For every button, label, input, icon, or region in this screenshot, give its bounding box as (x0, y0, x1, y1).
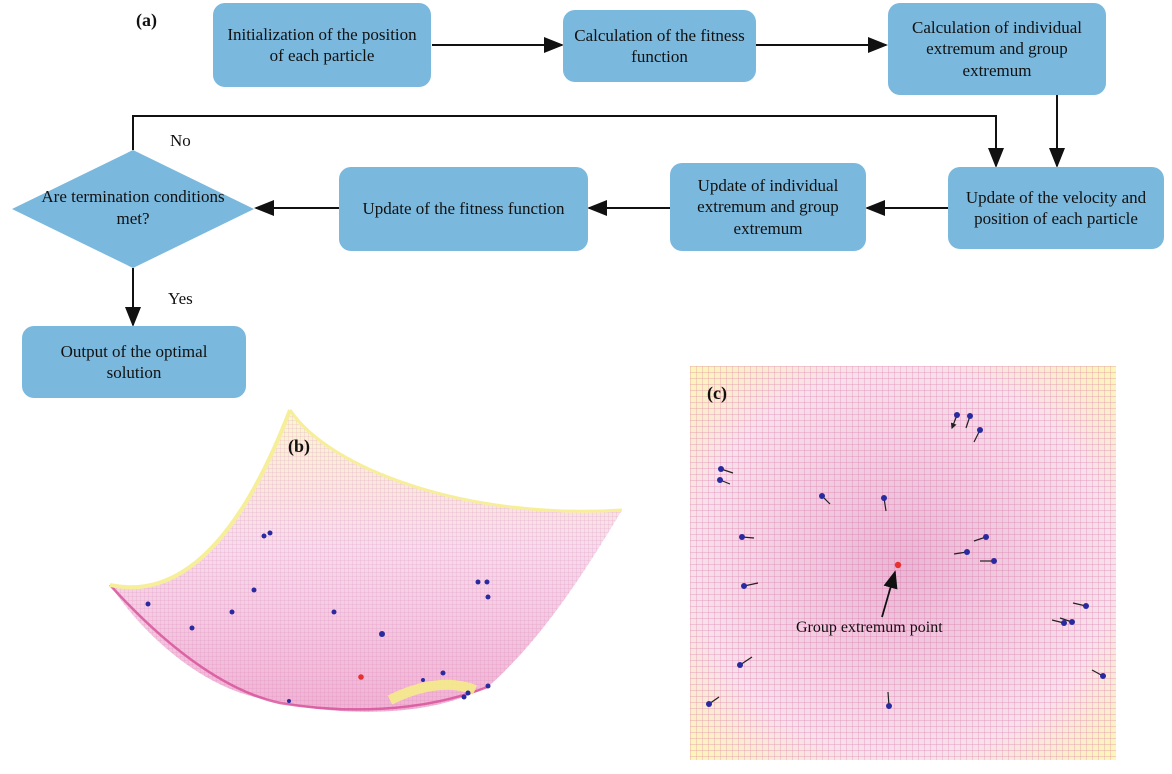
particle-c12 (741, 583, 747, 589)
particle-b3 (251, 587, 257, 593)
particle-c8 (739, 534, 745, 540)
best-particle-c (894, 561, 902, 569)
particle-c11 (991, 558, 997, 564)
label-no: No (170, 131, 191, 150)
particle-b2 (267, 530, 273, 536)
particle-c5 (717, 477, 723, 483)
particle-c18 (886, 703, 892, 709)
label-yes: Yes (168, 289, 193, 308)
particle-b11 (485, 594, 491, 600)
particle-c17 (1100, 673, 1106, 679)
surface-inner-fold (387, 679, 477, 705)
particle-b1 (261, 533, 267, 539)
particle-c9 (983, 534, 989, 540)
grid-lines (690, 366, 1116, 760)
surface-right-edge (288, 409, 623, 513)
surface-left-edge (109, 409, 292, 590)
particle-c19 (706, 701, 712, 707)
box-update-extremum: Update of individual extremum and group … (670, 163, 866, 251)
surface-front-rim (109, 584, 491, 711)
particle-c16 (737, 662, 743, 668)
particle-c10 (964, 549, 970, 555)
particle-b9 (475, 579, 481, 585)
particle-b6 (189, 625, 195, 631)
particle-c4 (718, 466, 724, 472)
best-particle-b (358, 674, 364, 680)
particle-b8 (379, 631, 385, 637)
panel-label-b: (b) (288, 436, 310, 456)
particle-b17 (287, 699, 291, 703)
box-update-velocity: Update of the velocity and position of e… (948, 167, 1164, 249)
particle-b16 (421, 678, 425, 682)
particle-c6 (819, 493, 825, 499)
panel-label-c: (c) (707, 383, 727, 403)
box-calc-extremum: Calculation of individual extremum and g… (888, 3, 1106, 95)
particle-c3 (977, 427, 983, 433)
decision-text: Are termination conditions met? (41, 187, 225, 229)
box-output: Output of the optimal solution (22, 326, 246, 398)
particle-c15 (1061, 620, 1067, 626)
arrow-no-loop (132, 115, 1004, 168)
box-update-fitness: Update of the fitness function (339, 167, 588, 251)
panel-label-a: (a) (136, 10, 157, 30)
particle-b13 (485, 683, 491, 689)
particle-b15 (461, 694, 467, 700)
particle-c2 (967, 413, 973, 419)
particle-b14 (465, 690, 471, 696)
box-initialization: Initialization of the position of each p… (213, 3, 431, 87)
decision-diamond (12, 150, 254, 268)
particle-b7 (331, 609, 337, 615)
particle-c7 (881, 495, 887, 501)
particle-b4 (229, 609, 235, 615)
particle-c1 (954, 412, 960, 418)
surface-mesh (110, 410, 622, 712)
particle-b5 (145, 601, 151, 607)
annotation-arrow (881, 570, 898, 618)
box-calc-fitness: Calculation of the fitness function (563, 10, 756, 82)
particle-c14 (1069, 619, 1075, 625)
group-extremum-label: Group extremum point (796, 619, 943, 636)
particle-b10 (484, 579, 490, 585)
particle-c13 (1083, 603, 1089, 609)
particle-b12 (440, 670, 446, 676)
